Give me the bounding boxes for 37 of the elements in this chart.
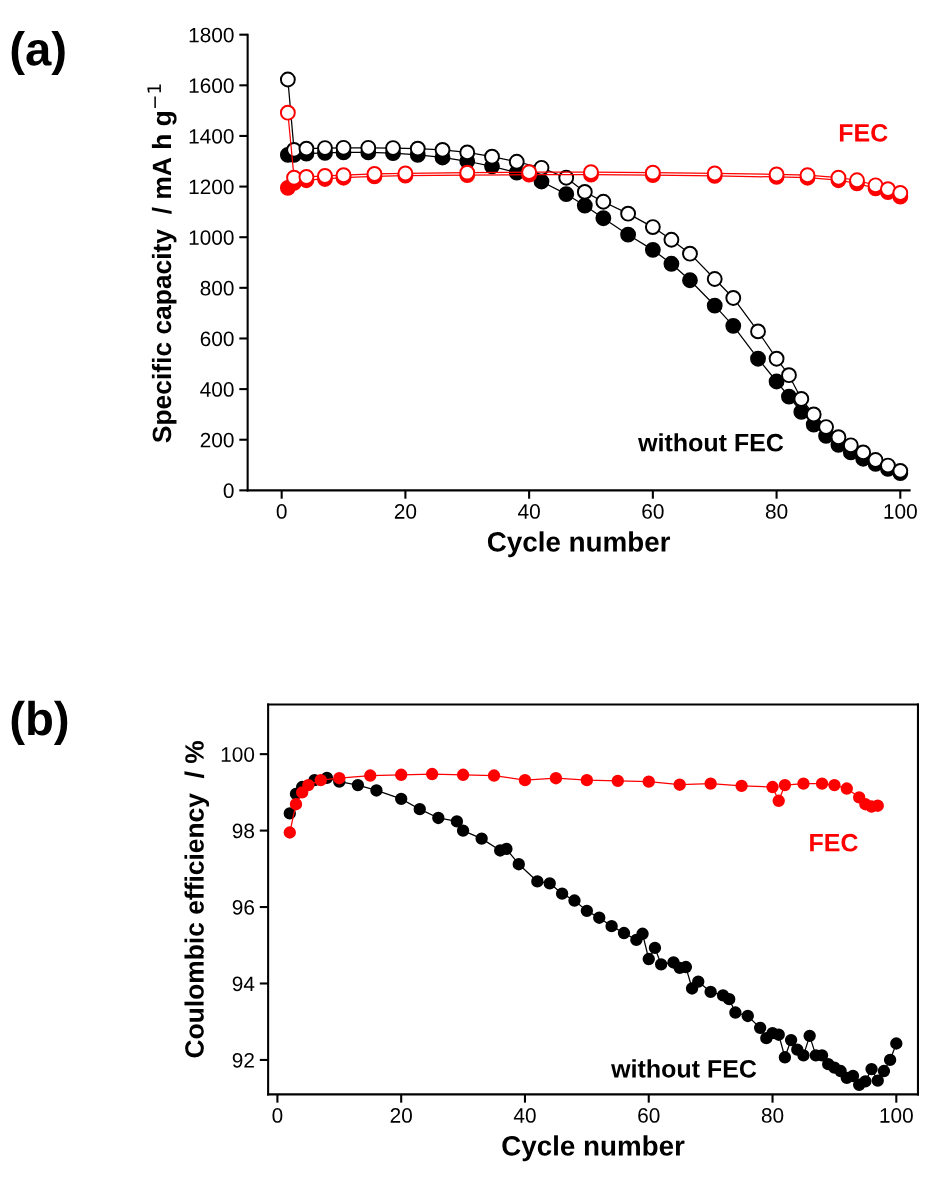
x-tick-label: 40	[518, 504, 540, 519]
x-tick-label: 20	[390, 1108, 412, 1123]
y-axis-title: Specific capacity / mA h g$^{−1}$	[147, 84, 177, 443]
x-tick-label: 80	[761, 1108, 784, 1123]
y-tick-label: 92	[232, 1052, 254, 1068]
x-tick-label: 100	[880, 1108, 913, 1123]
x-axis-title: Cycle number	[502, 1135, 685, 1162]
y-tick-label: 1800	[189, 27, 234, 43]
x-tick-label: 40	[513, 1108, 536, 1123]
x-axis-title: Cycle number	[487, 531, 671, 558]
y-tick-label: 96	[232, 900, 255, 915]
y-tick-label: 100	[221, 747, 255, 762]
x-tick-label: 20	[394, 504, 417, 519]
y-tick-label: 1400	[189, 128, 234, 144]
y-tick-label: 94	[232, 976, 255, 992]
series-label: without FEC	[611, 1059, 757, 1078]
y-tick-label: 200	[200, 432, 234, 448]
x-tick-label: 60	[642, 504, 664, 519]
x-tick-label: 60	[638, 1108, 660, 1123]
y-tick-label: 800	[200, 280, 234, 296]
y-axis-title: Coulombic efficiency / %	[184, 740, 210, 1058]
x-tick-label: 0	[276, 504, 287, 519]
y-tick-label: 1600	[189, 78, 234, 94]
x-tick-label: 100	[884, 504, 917, 519]
y-tick-label: 0	[223, 483, 234, 499]
chart-title: (a)	[11, 31, 65, 76]
y-tick-label: 1000	[189, 230, 234, 245]
y-tick-label: 98	[232, 823, 255, 839]
y-tick-label: 600	[200, 331, 234, 347]
series-label: without FEC	[638, 433, 784, 452]
x-tick-label: 80	[765, 504, 788, 519]
y-tick-label: 400	[200, 382, 234, 397]
chart-title: (b)	[11, 700, 68, 745]
x-tick-label: 0	[272, 1108, 283, 1123]
series-label: FEC	[810, 833, 858, 852]
y-tick-label: 1200	[189, 179, 234, 195]
series-label: FEC	[839, 123, 888, 142]
